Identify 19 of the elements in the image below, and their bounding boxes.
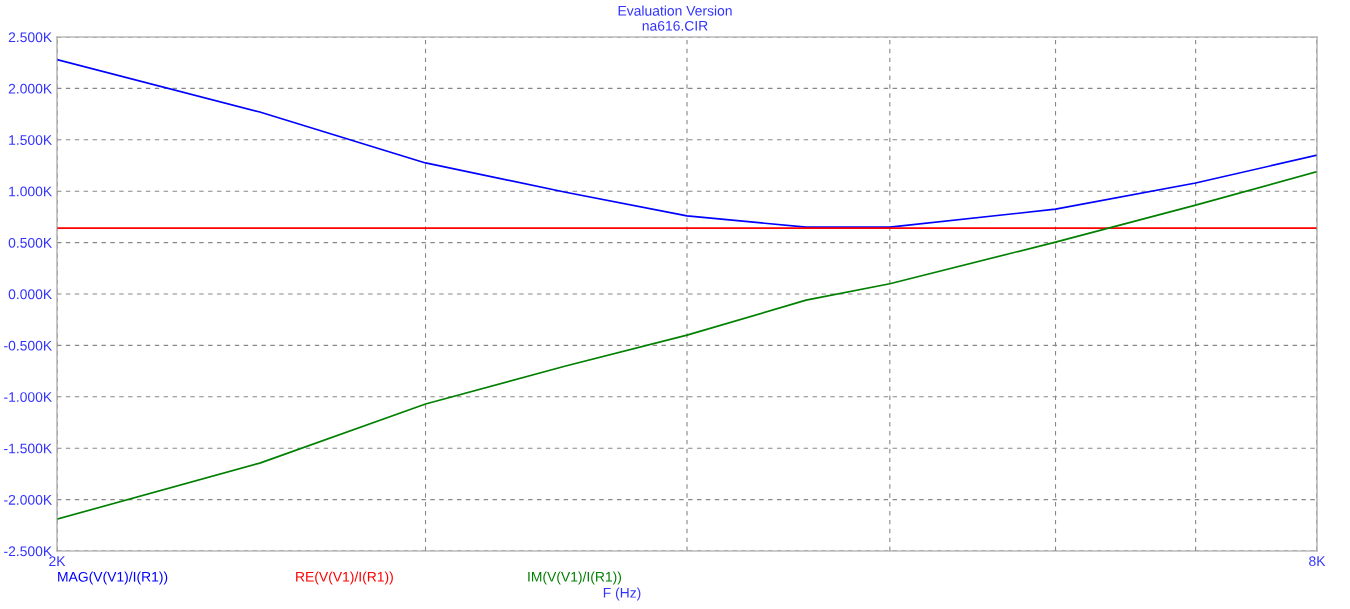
y-tick-label: -0.500K [4,340,52,351]
y-tick-label: 1.500K [9,135,52,145]
chart-title: Evaluation Version [618,5,732,16]
y-tick-label: -2.500K [4,546,52,557]
y-tick-label: -1.500K [4,443,52,454]
y-tick-label: -1.000K [4,392,52,402]
x-tick-label: 8K [1309,556,1326,567]
text: RE(V(V1)/I(R1)) [296,571,393,585]
y-tick-label: 0.000K [8,289,52,300]
text: MAG(V(V1)/I(R1)) [58,571,168,585]
y-tick-label: 2.000K [8,83,52,94]
y-tick-label: 0.500K [8,237,52,248]
y-tick-label: -2.000K [4,494,52,505]
y-tick-label: 2.500K [8,32,52,43]
y-tick-label: 1.000K [9,186,52,197]
x-tick-label: 2K [49,556,66,566]
chart-subtitle: na616.CIR [642,20,708,31]
text: IM(V(V1)/I(R1)) [528,571,622,585]
x-axis-title: F (Hz) [603,587,641,601]
